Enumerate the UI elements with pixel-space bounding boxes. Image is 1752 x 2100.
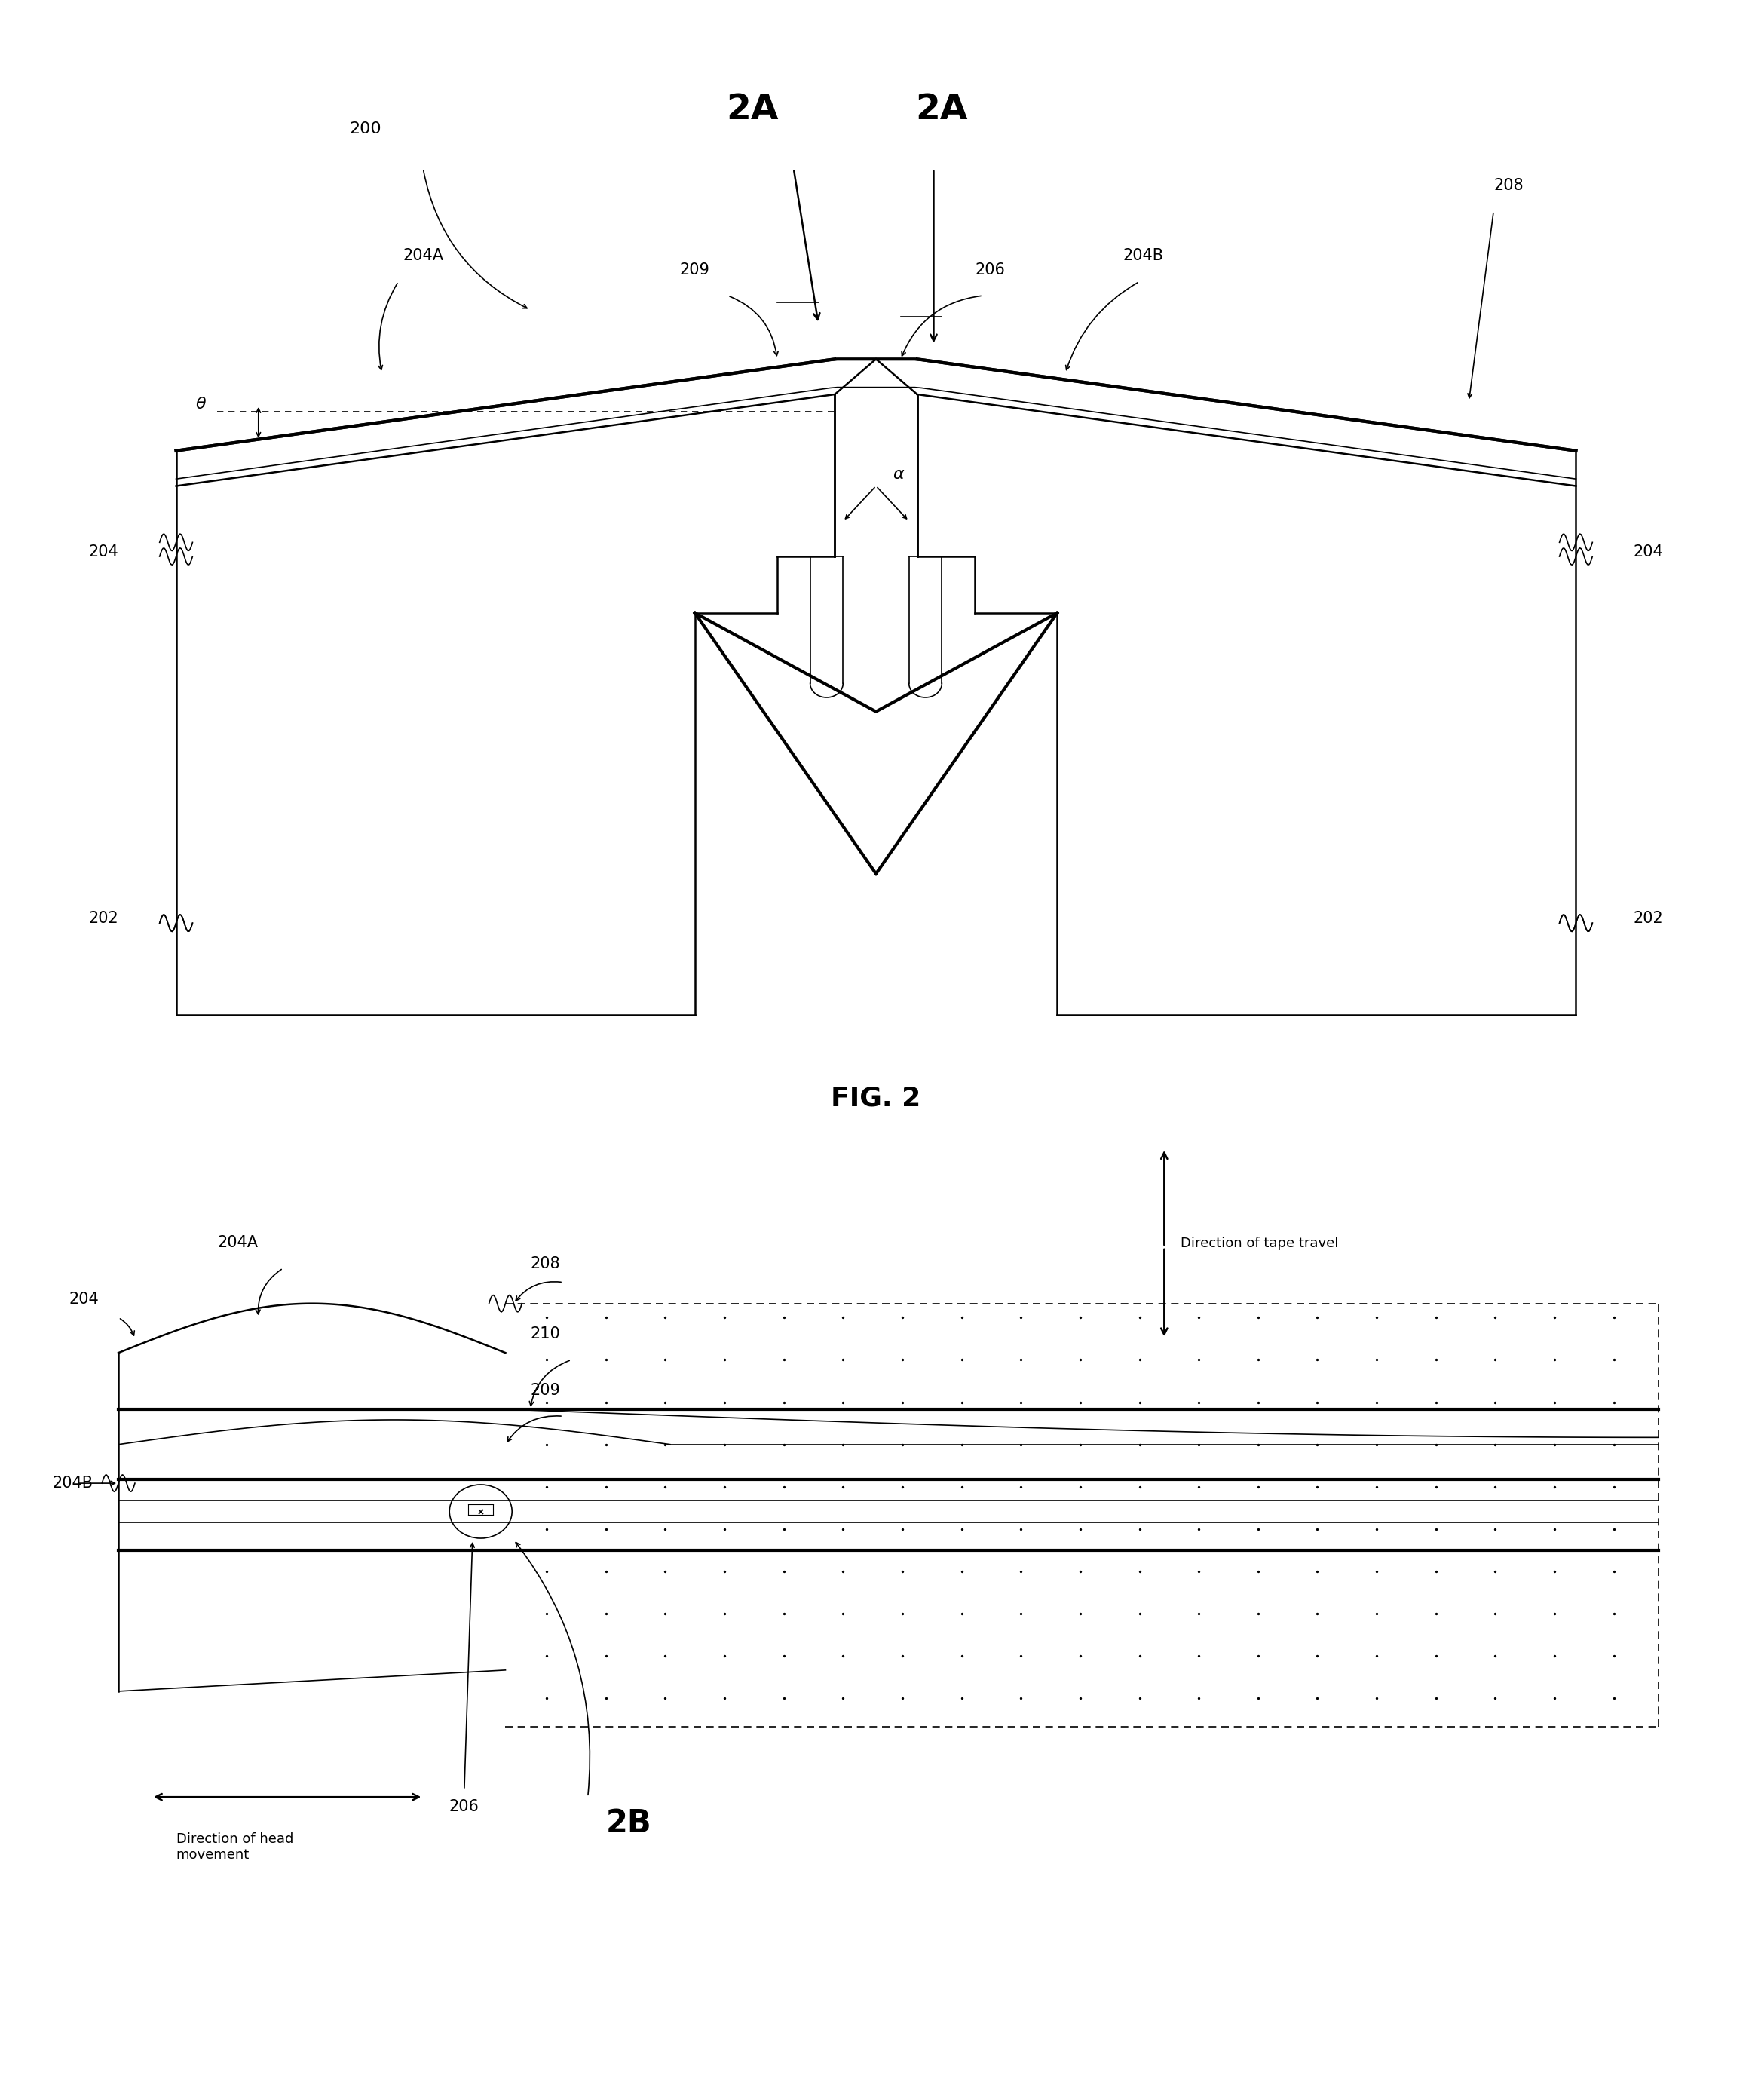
Text: $\theta$: $\theta$ [194,397,207,412]
Text: 2A: 2A [916,92,969,126]
Text: 2A: 2A [727,92,778,126]
Text: 204A: 204A [217,1235,258,1250]
Text: 208: 208 [1494,179,1524,193]
Text: 204B: 204B [53,1476,93,1491]
Text: 208: 208 [531,1256,561,1270]
Text: 202: 202 [1633,911,1664,926]
Text: 209: 209 [680,262,710,277]
Text: Direction of head
movement: Direction of head movement [175,1831,293,1861]
Text: Direction of tape travel: Direction of tape travel [1181,1237,1339,1250]
Text: 204: 204 [88,544,119,559]
Text: 204B: 204B [1123,248,1163,262]
Text: 204A: 204A [403,248,443,262]
Text: 204: 204 [68,1292,100,1306]
Text: 210: 210 [531,1327,561,1342]
Text: 206: 206 [974,262,1006,277]
Text: 209: 209 [531,1384,561,1399]
Text: $\alpha$: $\alpha$ [892,466,904,483]
Text: 202: 202 [88,911,119,926]
Text: 200: 200 [349,122,382,136]
Text: 2B: 2B [606,1808,652,1840]
Text: 206: 206 [449,1800,480,1814]
Text: 204: 204 [1633,544,1664,559]
Text: FIG. 2: FIG. 2 [830,1086,922,1111]
